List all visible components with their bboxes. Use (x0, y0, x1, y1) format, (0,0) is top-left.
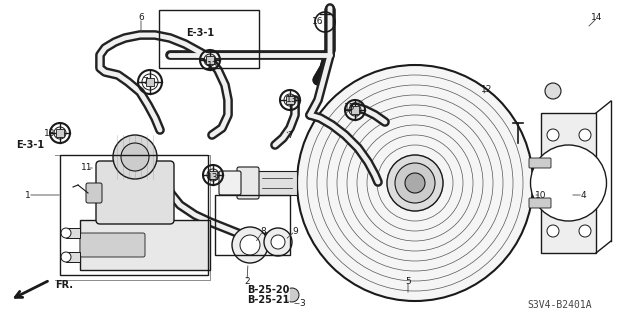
Circle shape (61, 228, 71, 238)
Text: 5: 5 (405, 277, 411, 286)
Circle shape (579, 129, 591, 141)
Text: 6: 6 (138, 13, 144, 23)
Text: 13: 13 (207, 61, 219, 70)
Circle shape (395, 163, 435, 203)
Circle shape (285, 288, 299, 302)
FancyBboxPatch shape (80, 233, 145, 257)
Bar (286, 96, 294, 104)
Circle shape (113, 135, 157, 179)
Circle shape (121, 143, 149, 171)
Circle shape (547, 129, 559, 141)
Circle shape (579, 225, 591, 237)
Text: B-25-21: B-25-21 (247, 295, 289, 305)
Circle shape (405, 173, 425, 193)
FancyBboxPatch shape (96, 161, 174, 224)
FancyBboxPatch shape (237, 167, 259, 199)
Text: 14: 14 (591, 13, 603, 23)
FancyBboxPatch shape (257, 171, 297, 195)
Text: E-3-1: E-3-1 (16, 140, 44, 150)
FancyBboxPatch shape (219, 171, 241, 195)
Bar (351, 106, 359, 114)
Text: 10: 10 (535, 190, 547, 199)
FancyBboxPatch shape (66, 228, 80, 238)
Circle shape (387, 155, 443, 211)
Text: 4: 4 (580, 190, 586, 199)
Text: 12: 12 (481, 85, 493, 94)
Text: 7: 7 (142, 78, 148, 86)
Text: 9: 9 (292, 226, 298, 235)
Bar (159, 10, 259, 68)
Bar (215, 195, 290, 255)
Bar (206, 56, 214, 64)
FancyBboxPatch shape (529, 198, 551, 208)
Circle shape (61, 252, 71, 262)
Text: 13: 13 (286, 95, 298, 105)
Circle shape (232, 227, 268, 263)
Text: 8: 8 (260, 226, 266, 235)
Circle shape (531, 145, 607, 221)
Circle shape (240, 235, 260, 255)
Bar (209, 171, 217, 179)
Text: 15: 15 (344, 102, 356, 112)
Circle shape (264, 228, 292, 256)
Bar (60, 155, 208, 275)
Circle shape (545, 83, 561, 99)
Text: B-25-20: B-25-20 (247, 285, 289, 295)
Text: 13: 13 (44, 129, 56, 137)
FancyBboxPatch shape (86, 183, 102, 203)
Bar (146, 78, 154, 86)
Bar (56, 129, 64, 137)
FancyBboxPatch shape (529, 158, 551, 168)
Circle shape (547, 225, 559, 237)
Circle shape (297, 65, 533, 301)
Circle shape (271, 235, 285, 249)
Text: 7: 7 (287, 130, 293, 139)
Text: S3V4-B2401A: S3V4-B2401A (527, 300, 591, 310)
Bar (541, 113, 596, 253)
Text: FR.: FR. (55, 280, 73, 290)
Text: E-3-1: E-3-1 (186, 28, 214, 38)
Text: 3: 3 (299, 300, 305, 308)
Text: 1: 1 (25, 190, 31, 199)
Text: 11: 11 (81, 164, 93, 173)
Text: 2: 2 (244, 277, 250, 286)
Text: 16: 16 (312, 18, 324, 26)
FancyBboxPatch shape (66, 252, 80, 262)
Text: 13: 13 (207, 173, 219, 182)
Bar (80, 220, 210, 270)
